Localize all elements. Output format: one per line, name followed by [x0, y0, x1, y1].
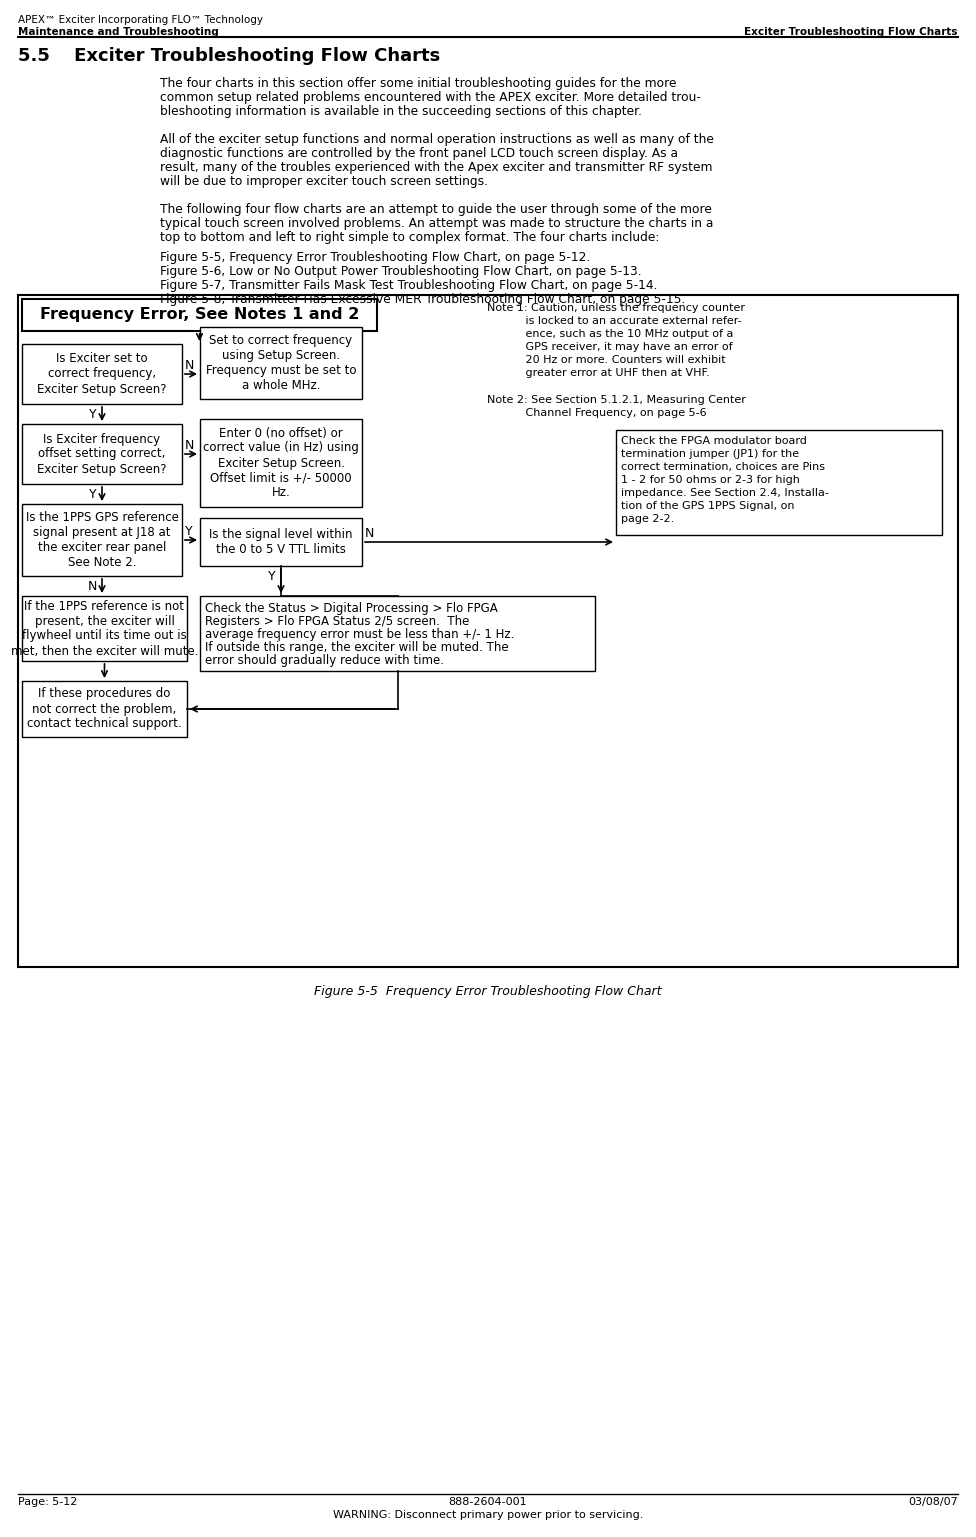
Text: N: N [185, 360, 194, 372]
Text: correct termination, choices are Pins: correct termination, choices are Pins [621, 463, 825, 472]
Text: 888-2604-001: 888-2604-001 [449, 1497, 527, 1506]
Text: typical touch screen involved problems. An attempt was made to structure the cha: typical touch screen involved problems. … [160, 217, 713, 231]
Text: termination jumper (JP1) for the: termination jumper (JP1) for the [621, 449, 799, 460]
Text: All of the exciter setup functions and normal operation instructions as well as : All of the exciter setup functions and n… [160, 134, 713, 146]
Text: greater error at UHF then at VHF.: greater error at UHF then at VHF. [487, 367, 710, 378]
Text: will be due to improper exciter touch screen settings.: will be due to improper exciter touch sc… [160, 175, 488, 188]
Text: If the 1PPS reference is not
present, the exciter will
flywheel until its time o: If the 1PPS reference is not present, th… [11, 599, 198, 658]
Text: top to bottom and left to right simple to complex format. The four charts includ: top to bottom and left to right simple t… [160, 231, 660, 244]
Text: Is Exciter set to
correct frequency,
Exciter Setup Screen?: Is Exciter set to correct frequency, Exc… [37, 352, 167, 395]
Text: Y: Y [90, 489, 97, 501]
FancyBboxPatch shape [200, 518, 362, 566]
Text: tion of the GPS 1PPS Signal, on: tion of the GPS 1PPS Signal, on [621, 501, 794, 510]
Text: Figure 5-6, Low or No Output Power Troubleshooting Flow Chart, on page 5-13.: Figure 5-6, Low or No Output Power Troub… [160, 264, 641, 278]
FancyBboxPatch shape [22, 300, 377, 330]
Text: Figure 5-7, Transmitter Fails Mask Test Troubleshooting Flow Chart, on page 5-14: Figure 5-7, Transmitter Fails Mask Test … [160, 280, 658, 292]
Text: bleshooting information is available in the succeeding sections of this chapter.: bleshooting information is available in … [160, 105, 642, 118]
Text: If these procedures do
not correct the problem,
contact technical support.: If these procedures do not correct the p… [27, 687, 182, 730]
Text: Check the Status > Digital Processing > Flo FPGA: Check the Status > Digital Processing > … [205, 603, 498, 615]
Text: Set to correct frequency
using Setup Screen.
Frequency must be set to
a whole MH: Set to correct frequency using Setup Scr… [206, 334, 356, 392]
FancyBboxPatch shape [22, 424, 182, 484]
Text: 03/08/07: 03/08/07 [909, 1497, 958, 1506]
Text: Y: Y [185, 526, 192, 538]
Text: is locked to an accurate external refer-: is locked to an accurate external refer- [487, 317, 742, 326]
Text: N: N [185, 440, 194, 452]
Text: Check the FPGA modulator board: Check the FPGA modulator board [621, 437, 807, 446]
Text: GPS receiver, it may have an error of: GPS receiver, it may have an error of [487, 343, 733, 352]
Text: The following four flow charts are an attempt to guide the user through some of : The following four flow charts are an at… [160, 203, 712, 217]
Text: 5.5  Exciter Troubleshooting Flow Charts: 5.5 Exciter Troubleshooting Flow Charts [18, 48, 440, 65]
Text: Channel Frequency, on page 5-6: Channel Frequency, on page 5-6 [487, 407, 707, 418]
FancyBboxPatch shape [616, 430, 942, 535]
Text: Figure 5-5  Frequency Error Troubleshooting Flow Chart: Figure 5-5 Frequency Error Troubleshooti… [314, 985, 662, 998]
Text: impedance. See Section 2.4, Installa-: impedance. See Section 2.4, Installa- [621, 489, 829, 498]
Text: Figure 5-5, Frequency Error Troubleshooting Flow Chart, on page 5-12.: Figure 5-5, Frequency Error Troubleshoot… [160, 251, 590, 264]
FancyBboxPatch shape [22, 681, 187, 738]
Text: Maintenance and Troubleshooting: Maintenance and Troubleshooting [18, 28, 219, 37]
FancyBboxPatch shape [22, 596, 187, 661]
Text: Page: 5-12: Page: 5-12 [18, 1497, 77, 1506]
Text: 1 - 2 for 50 ohms or 2-3 for high: 1 - 2 for 50 ohms or 2-3 for high [621, 475, 800, 486]
Text: Registers > Flo FPGA Status 2/5 screen.  The: Registers > Flo FPGA Status 2/5 screen. … [205, 615, 469, 629]
Text: result, many of the troubles experienced with the Apex exciter and transmitter R: result, many of the troubles experienced… [160, 161, 712, 174]
Text: page 2-2.: page 2-2. [621, 513, 674, 524]
Text: Frequency Error, See Notes 1 and 2: Frequency Error, See Notes 1 and 2 [40, 307, 359, 323]
Text: common setup related problems encountered with the APEX exciter. More detailed t: common setup related problems encountere… [160, 91, 701, 105]
Text: N: N [88, 579, 97, 593]
Text: Y: Y [90, 407, 97, 421]
Text: N: N [365, 527, 375, 539]
Text: Is the 1PPS GPS reference
signal present at J18 at
the exciter rear panel
See No: Is the 1PPS GPS reference signal present… [25, 510, 179, 569]
FancyBboxPatch shape [200, 596, 595, 672]
FancyBboxPatch shape [22, 504, 182, 576]
Text: Is Exciter frequency
offset setting correct,
Exciter Setup Screen?: Is Exciter frequency offset setting corr… [37, 432, 167, 475]
FancyBboxPatch shape [200, 327, 362, 400]
Text: diagnostic functions are controlled by the front panel LCD touch screen display.: diagnostic functions are controlled by t… [160, 148, 678, 160]
Text: The four charts in this section offer some initial troubleshooting guides for th: The four charts in this section offer so… [160, 77, 676, 91]
Text: error should gradually reduce with time.: error should gradually reduce with time. [205, 655, 444, 667]
Text: Y: Y [268, 570, 276, 583]
FancyBboxPatch shape [22, 344, 182, 404]
Text: Figure 5-8, Transmitter Has Excessive MER Troubleshooting Flow Chart, on page 5-: Figure 5-8, Transmitter Has Excessive ME… [160, 294, 685, 306]
Text: 20 Hz or more. Counters will exhibit: 20 Hz or more. Counters will exhibit [487, 355, 725, 364]
Text: ence, such as the 10 MHz output of a: ence, such as the 10 MHz output of a [487, 329, 733, 340]
Text: Is the signal level within
the 0 to 5 V TTL limits: Is the signal level within the 0 to 5 V … [209, 529, 352, 556]
Text: average frequency error must be less than +/- 1 Hz.: average frequency error must be less tha… [205, 629, 514, 641]
Text: Note 2: See Section 5.1.2.1, Measuring Center: Note 2: See Section 5.1.2.1, Measuring C… [487, 395, 746, 406]
FancyBboxPatch shape [200, 420, 362, 507]
Text: Enter 0 (no offset) or
correct value (in Hz) using
Exciter Setup Screen.
Offset : Enter 0 (no offset) or correct value (in… [203, 426, 359, 500]
FancyBboxPatch shape [18, 295, 958, 967]
Text: WARNING: Disconnect primary power prior to servicing.: WARNING: Disconnect primary power prior … [333, 1509, 643, 1520]
Text: Exciter Troubleshooting Flow Charts: Exciter Troubleshooting Flow Charts [745, 28, 958, 37]
Text: Note 1: Caution, unless the frequency counter: Note 1: Caution, unless the frequency co… [487, 303, 745, 314]
Text: APEX™ Exciter Incorporating FLO™ Technology: APEX™ Exciter Incorporating FLO™ Technol… [18, 15, 263, 25]
Text: If outside this range, the exciter will be muted. The: If outside this range, the exciter will … [205, 641, 508, 655]
